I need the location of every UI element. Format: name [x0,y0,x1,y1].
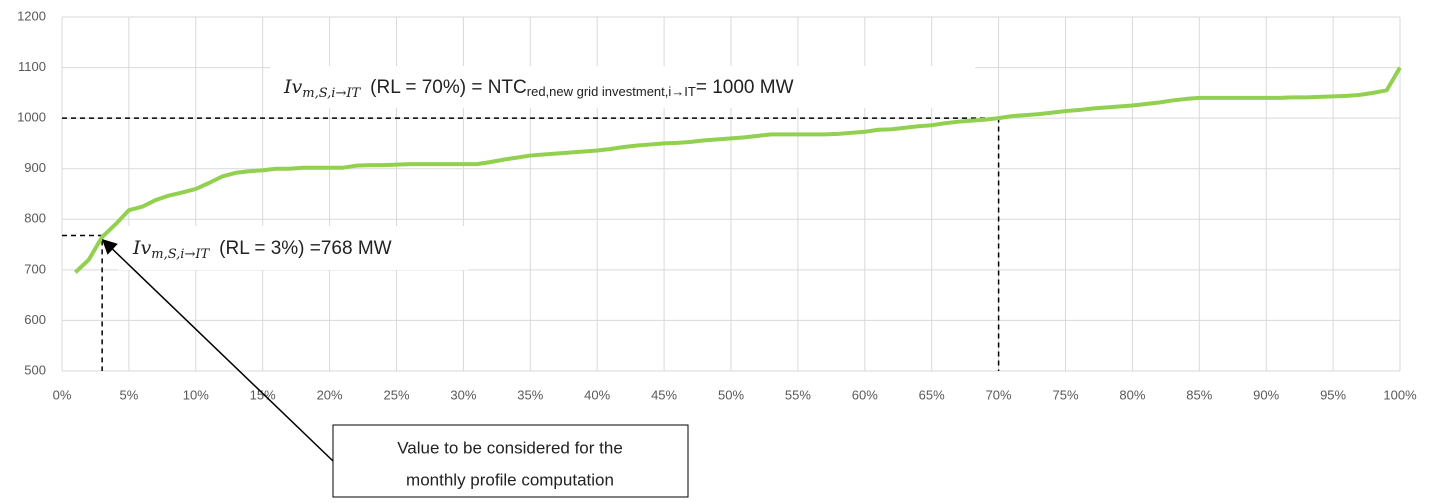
callout-arrow [101,238,334,462]
x-tick-label: 85% [1186,387,1212,402]
y-tick-label: 900 [24,160,46,175]
annotation-part: = 1000 MW [696,77,794,98]
annotation-part: (RL = 3%) =768 MW [219,238,392,259]
annotation: Ivm,S,i→IT (RL = 70%) = NTCred,new grid i… [283,76,794,101]
x-tick-label: 100% [1383,387,1417,402]
callout-box [332,424,689,498]
x-tick-label: 35% [517,387,543,402]
annotation-part: Iv [132,237,152,259]
x-tick-label: 5% [120,387,139,402]
y-tick-label: 800 [24,211,46,226]
x-tick-label: 45% [651,387,677,402]
annotation: Ivm,S,i→IT (RL = 3%) =768 MW [132,237,392,262]
annotation-part: Iv [283,76,303,98]
x-tick-label: 95% [1320,387,1346,402]
x-tick-label: 50% [718,387,744,402]
annotation-subscript: red,new grid investment,i→IT [527,84,696,99]
x-tick-label: 40% [584,387,610,402]
guide-line [62,234,103,371]
y-tick-label: 600 [24,312,46,327]
data-line [74,66,1402,274]
x-tick-label: 10% [183,387,209,402]
annotation-box [118,226,468,270]
callout-text: monthly profile computation [406,470,614,489]
x-tick-label: 60% [852,387,878,402]
x-tick-label: 20% [317,387,343,402]
x-tick-label: 75% [1052,387,1078,402]
annotation-subscript: m,S,i→IT [151,247,210,262]
x-tick-label: 90% [1253,387,1279,402]
x-tick-label: 30% [450,387,476,402]
y-tick-label: 1200 [17,8,46,23]
plot [62,66,1402,371]
callout-text: Value to be considered for the [397,438,623,457]
x-tick-label: 65% [919,387,945,402]
y-tick-label: 500 [24,362,46,377]
x-tick-label: 55% [785,387,811,402]
y-tick-label: 1100 [18,59,46,74]
x-tick-label: 0% [53,387,72,402]
annotation-subscript: m,S,i→IT [302,86,361,101]
x-tick-label: 15% [250,387,276,402]
x-tick-label: 70% [986,387,1012,402]
y-tick-label: 1000 [17,110,46,125]
x-tick-label: 25% [383,387,409,402]
x-tick-label: 80% [1119,387,1145,402]
annotation-box [270,66,975,108]
y-tick-label: 700 [24,261,46,276]
annotation-part: (RL = 70%) = NTC [370,77,527,98]
